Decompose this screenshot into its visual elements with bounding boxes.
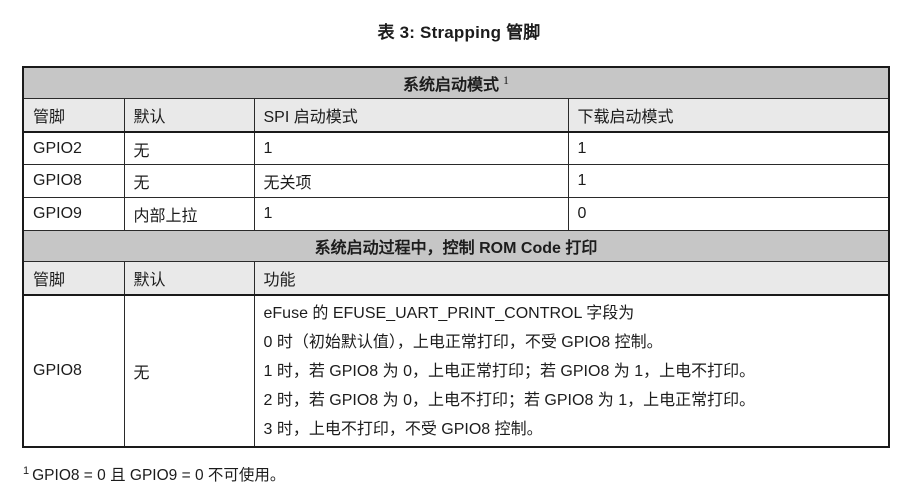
section1-header-label: 系统启动模式 <box>403 77 500 94</box>
function-line: 2 时，若 GPIO8 为 0，上电不打印；若 GPIO8 为 1，上电正常打印… <box>263 391 756 409</box>
cell-default: 无 <box>123 131 255 165</box>
cell-pin: GPIO8 <box>22 294 125 448</box>
section1-header-row: 系统启动模式 1 <box>22 66 890 99</box>
function-line: eFuse 的 EFUSE_UART_PRINT_CONTROL 字段为 <box>263 304 635 322</box>
column-header-default: 默认 <box>123 98 255 133</box>
section1-header-cell: 系统启动模式 1 <box>22 66 890 99</box>
column-header-pin: 管脚 <box>22 98 125 133</box>
section2-column-header-row: 管脚 默认 功能 <box>22 261 890 296</box>
cell-pin: GPIO8 <box>22 164 125 198</box>
cell-pin: GPIO2 <box>22 131 125 165</box>
table-title: 表 3: Strapping 管脚 <box>377 23 541 42</box>
strapping-pins-table: 系统启动模式 1 管脚 默认 SPI 启动模式 下载启动模式 GPIO2 无 1 … <box>22 66 891 448</box>
table-row-gpio2: GPIO2 无 1 1 <box>22 131 890 165</box>
cell-spi-boot: 1 <box>253 131 569 165</box>
footnote-text: GPIO8 = 0 且 GPIO9 = 0 不可使用。 <box>32 467 286 484</box>
cell-default: 内部上拉 <box>123 197 255 231</box>
function-line: 1 时，若 GPIO8 为 0，上电正常打印；若 GPIO8 为 1，上电不打印… <box>263 362 756 380</box>
column-header-spi-boot: SPI 启动模式 <box>253 98 569 133</box>
column-header-function: 功能 <box>253 261 890 296</box>
function-line: 0 时（初始默认值），上电正常打印，不受 GPIO8 控制。 <box>263 333 663 351</box>
cell-function: eFuse 的 EFUSE_UART_PRINT_CONTROL 字段为 0 时… <box>253 294 890 448</box>
cell-download-boot: 0 <box>567 197 890 231</box>
column-header-pin: 管脚 <box>22 261 125 296</box>
table-row-gpio8: GPIO8 无 无关项 1 <box>22 164 890 198</box>
footnote-marker: 1 <box>23 464 30 477</box>
table-row-gpio8-rom-print: GPIO8 无 eFuse 的 EFUSE_UART_PRINT_CONTROL… <box>22 294 890 448</box>
footnote: 1 GPIO8 = 0 且 GPIO9 = 0 不可使用。 <box>23 463 285 485</box>
table-row-gpio9: GPIO9 内部上拉 1 0 <box>22 197 890 231</box>
column-header-download-boot: 下载启动模式 <box>567 98 890 133</box>
function-line: 3 时，上电不打印，不受 GPIO8 控制。 <box>263 420 543 438</box>
cell-download-boot: 1 <box>567 164 890 198</box>
cell-pin: GPIO9 <box>22 197 125 231</box>
cell-download-boot: 1 <box>567 131 890 165</box>
section1-column-header-row: 管脚 默认 SPI 启动模式 下载启动模式 <box>22 98 890 133</box>
cell-spi-boot: 无关项 <box>253 164 569 198</box>
section1-footnote-marker: 1 <box>503 72 510 87</box>
cell-default: 无 <box>123 294 255 448</box>
column-header-default: 默认 <box>123 261 255 296</box>
cell-spi-boot: 1 <box>253 197 569 231</box>
section2-header-row: 系统启动过程中，控制 ROM Code 打印 <box>22 230 890 262</box>
section2-header-cell: 系统启动过程中，控制 ROM Code 打印 <box>22 230 890 262</box>
cell-default: 无 <box>123 164 255 198</box>
